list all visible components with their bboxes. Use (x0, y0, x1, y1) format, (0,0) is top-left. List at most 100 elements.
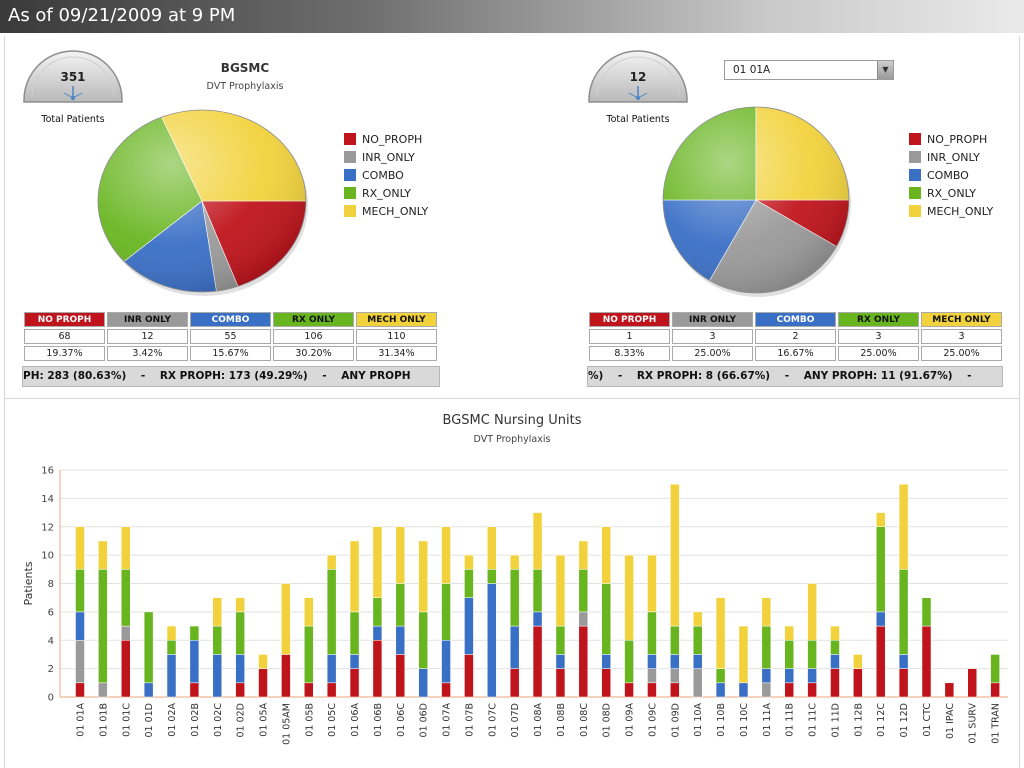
x-tick-label: 01 12D (899, 703, 910, 738)
header-mech-only: MECH ONLY (356, 312, 437, 327)
bar-segment-inr-only (761, 682, 772, 698)
bar-segment-mech-only (372, 526, 383, 598)
bar-segment-rx-only (898, 569, 909, 655)
count-cell: 110 (356, 329, 437, 344)
bar-segment-rx-only (921, 597, 932, 627)
chevron-down-icon[interactable]: ▼ (877, 61, 893, 79)
x-tick-label: 01 05B (304, 703, 315, 737)
legend-swatch (909, 133, 921, 145)
bar-segment-mech-only (853, 654, 863, 669)
count-cell: 2 (755, 329, 836, 344)
legend-item-combo: COMBO (344, 166, 428, 184)
bar-segment-mech-only (738, 625, 749, 684)
x-tick-label: 01 11C (808, 703, 819, 737)
bar-segment-combo (898, 654, 909, 669)
count-cell: 55 (190, 329, 271, 344)
header-rx-only: RX ONLY (838, 312, 919, 327)
legend-swatch (344, 169, 356, 181)
unit-patients-gauge: 12 Total Patients (585, 46, 691, 125)
bar-segment-combo (75, 611, 85, 641)
bar-segment-mech-only (121, 526, 131, 570)
legend-swatch (909, 187, 921, 199)
bar-segment-mech-only (807, 583, 817, 641)
bar-segment-inr-only (692, 668, 703, 698)
legend-right: NO_PROPH INR_ONLY COMBO RX_ONLY MECH_ONL… (909, 130, 993, 220)
bar-segment-mech-only (75, 526, 85, 570)
x-tick-label: 01 08A (533, 703, 544, 737)
x-tick-label: 01 05C (327, 703, 338, 737)
bar-segment-no-proph (258, 668, 268, 698)
bar-segment-rx-only (75, 569, 85, 613)
bar-segment-mech-only (304, 597, 314, 627)
bar-segment-no-proph (830, 668, 840, 698)
bar-segment-no-proph (990, 682, 1000, 698)
header-no-proph: NO PROPH (589, 312, 670, 327)
bar-segment-combo (532, 611, 543, 627)
bar-segment-no-proph (121, 640, 131, 698)
page-title: As of 09/21/2009 at 9 PM (8, 5, 236, 26)
bar-segment-rx-only (166, 640, 177, 655)
bar-segment-no-proph (921, 625, 932, 698)
x-tick-label: 01 12B (853, 703, 864, 737)
bar-segment-combo (418, 668, 428, 698)
y-tick-label: 8 (48, 579, 54, 590)
bar-segment-mech-only (830, 625, 840, 641)
bar-chart-subtitle: DVT Prophylaxis (473, 434, 551, 445)
x-tick-label: 01 07D (510, 703, 521, 738)
bar-segment-no-proph (509, 668, 520, 698)
x-tick-label: 01 06D (419, 703, 430, 738)
percent-cell: 30.20% (273, 346, 354, 361)
bar-segment-rx-only (464, 569, 474, 598)
bar-segment-combo (235, 654, 245, 684)
percent-cell: 25.00% (838, 346, 919, 361)
bar-segment-combo (189, 640, 200, 684)
bar-segment-inr-only (75, 640, 85, 684)
unit-select-dropdown[interactable]: 01 01A ▼ (724, 60, 894, 80)
x-tick-label: 01 07B (464, 703, 475, 737)
bar-segment-mech-only (235, 597, 245, 613)
percent-cell: 3.42% (107, 346, 188, 361)
x-tick-label: 01 11B (785, 703, 796, 737)
legend-item-mech-only: MECH_ONLY (344, 202, 428, 220)
bar-segment-no-proph (235, 682, 245, 698)
y-tick-label: 6 (48, 607, 54, 618)
bar-segment-combo (326, 654, 337, 684)
legend-label: NO_PROPH (362, 132, 423, 146)
bar-segment-rx-only (807, 640, 817, 669)
legend-label: COMBO (362, 168, 404, 182)
count-cell: 68 (24, 329, 105, 344)
legend-swatch (909, 169, 921, 181)
bar-segment-combo (555, 654, 566, 669)
x-tick-label: 01 06A (350, 703, 361, 737)
bar-segment-no-proph (464, 654, 474, 698)
x-tick-label: 01 08C (579, 703, 590, 737)
y-tick-label: 0 (48, 693, 54, 704)
bar-segment-mech-only (418, 540, 428, 613)
legend-label: COMBO (927, 168, 969, 182)
bar-segment-combo (487, 583, 497, 698)
bar-segment-combo (784, 668, 794, 684)
summary-ticker: PH: 283 (80.63%) - RX PROPH: 173 (49.29%… (22, 366, 440, 387)
x-tick-label: 01 09D (670, 703, 681, 738)
bar-segment-combo (715, 682, 726, 698)
bar-segment-combo (372, 625, 383, 641)
bar-segment-no-proph (601, 668, 611, 698)
bar-segment-rx-only (784, 640, 794, 669)
y-tick-label: 14 (41, 494, 54, 505)
bar-segment-rx-only (990, 654, 1000, 684)
legend-swatch (909, 205, 921, 217)
bar-segment-rx-only (624, 640, 634, 684)
pie-gloss (662, 106, 850, 294)
ticker-text: PH: 283 (80.63%) - RX PROPH: 173 (49.29%… (23, 370, 411, 382)
legend-item-rx-only: RX_ONLY (344, 184, 428, 202)
y-tick-label: 16 (41, 466, 54, 477)
bar-segment-no-proph (441, 682, 451, 698)
bar-segment-mech-only (715, 597, 726, 669)
bar-segment-mech-only (509, 554, 520, 570)
bar-segment-rx-only (692, 625, 703, 655)
bar-segment-mech-only (532, 512, 543, 570)
bar-segment-inr-only (98, 682, 108, 698)
gauge-dial-icon (588, 50, 688, 103)
bar-segment-no-proph (578, 625, 589, 698)
header-bar: As of 09/21/2009 at 9 PM (0, 0, 1024, 33)
